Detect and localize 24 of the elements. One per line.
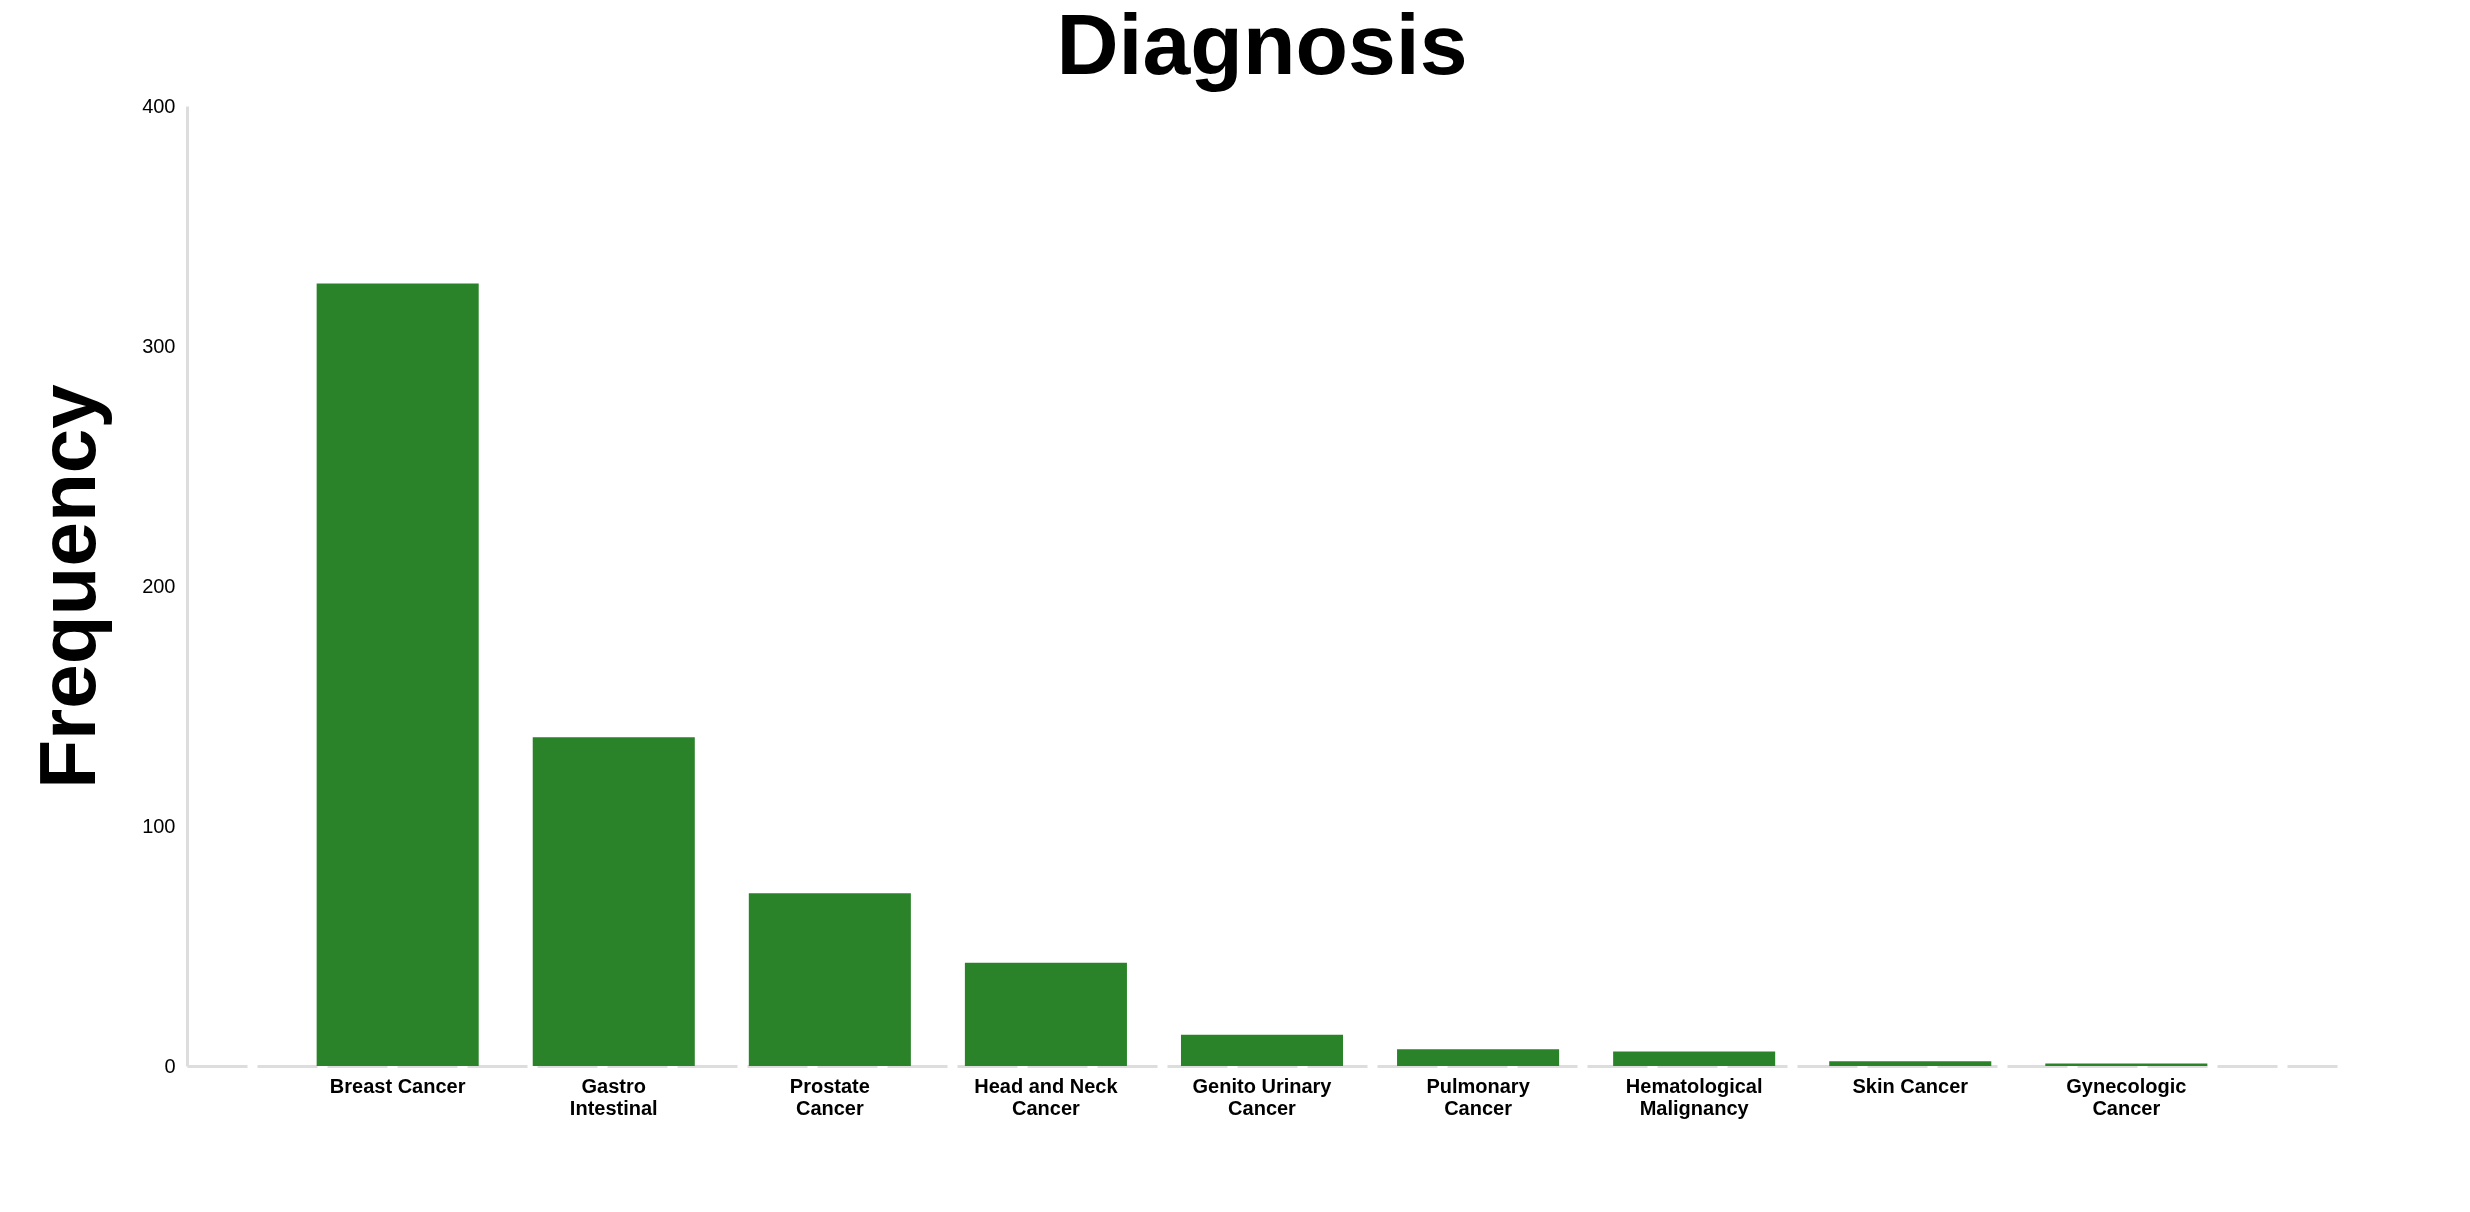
x-tick-label: Gastro Intestinal (569, 1074, 658, 1119)
bar (532, 737, 695, 1066)
x-tick-label: Skin Cancer (1852, 1074, 1969, 1097)
x-tick-label: Prostate Cancer (789, 1074, 870, 1119)
y-axis-title: Frequency (23, 383, 113, 789)
y-tick-label: 100 (142, 814, 176, 837)
x-tick-label: Head and Neck Cancer (974, 1074, 1119, 1119)
y-tick-label: 400 (142, 94, 176, 117)
x-tick-label: Breast Cancer (329, 1074, 466, 1097)
y-tick-label: 200 (142, 574, 176, 597)
x-tick-label: Gynecologic Cancer (2066, 1074, 2187, 1119)
bar (964, 962, 1127, 1066)
y-tick-label: 0 (164, 1054, 176, 1077)
bar (1613, 1051, 1776, 1066)
bar (1829, 1061, 1992, 1066)
x-tick-label: Pulmonary Cancer (1426, 1074, 1531, 1119)
bar (316, 283, 479, 1066)
y-tick-label: 300 (142, 334, 176, 357)
chart-title: Diagnosis (1056, 0, 1468, 92)
bar (748, 893, 911, 1066)
x-tick-label: Genito Urinary Cancer (1192, 1074, 1333, 1119)
bar (1397, 1049, 1560, 1066)
x-tick-label: Hematological Malignancy (1625, 1074, 1763, 1119)
bar (1180, 1034, 1344, 1066)
